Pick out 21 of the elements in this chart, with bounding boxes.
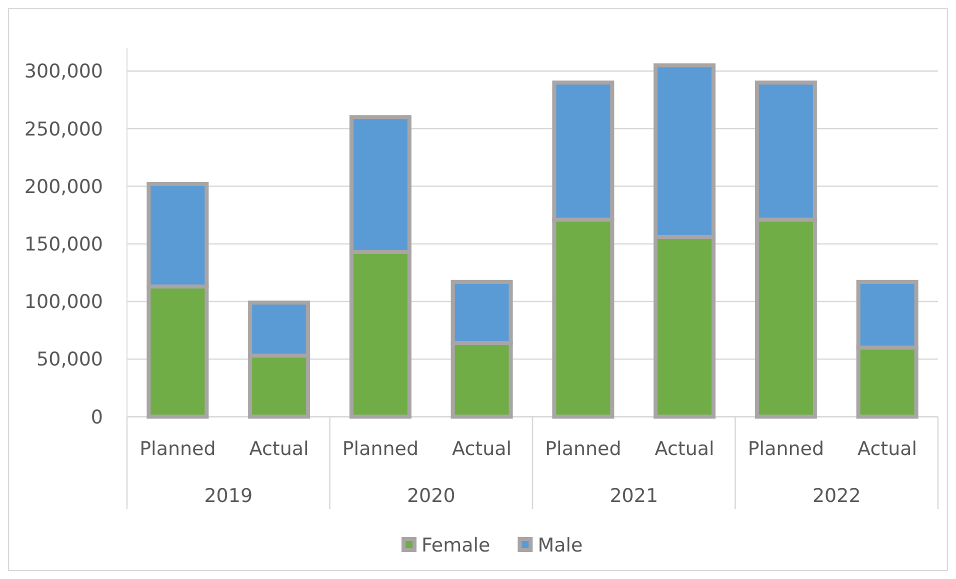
text: 2020	[406, 485, 456, 507]
y-tick-label: 300,000	[24, 60, 103, 83]
y-tick-label: 250,000	[24, 118, 103, 140]
x-tick-label: Planned	[342, 438, 419, 460]
text: 2022	[812, 485, 861, 507]
x-tick-label: Planned	[545, 438, 622, 460]
text: 2019	[204, 485, 253, 507]
x-tick-label: Actual	[654, 438, 714, 460]
y-tick-label: 0	[90, 406, 103, 428]
x-tick-label: Actual	[858, 438, 918, 460]
x-tick-label: Actual	[249, 438, 309, 460]
x-tick-label: Actual	[452, 438, 512, 460]
x-tick-label: Planned	[748, 438, 824, 460]
text: 2021	[610, 485, 658, 507]
y-tick-label: 100,000	[24, 291, 103, 314]
y-tick-label: 50,000	[36, 348, 103, 371]
legend-label: Male	[538, 534, 583, 557]
y-tick-label: 200,000	[24, 176, 103, 198]
x-tick-label: Planned	[140, 438, 216, 460]
legend-label: Female	[422, 534, 490, 557]
y-tick-label: 150,000	[24, 234, 103, 256]
